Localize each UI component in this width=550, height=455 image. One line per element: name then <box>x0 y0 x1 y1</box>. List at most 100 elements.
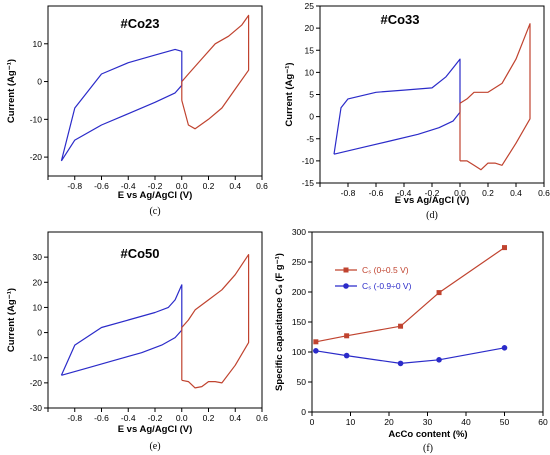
x-tick-label: -0.6 <box>94 181 109 191</box>
data-point-square <box>398 323 404 329</box>
y-tick-label: -30 <box>30 403 43 413</box>
x-tick-label: 0.6 <box>256 181 268 191</box>
y-tick-label: 20 <box>33 277 43 287</box>
x-tick-label: 0.2 <box>203 413 215 423</box>
x-tick-label: -0.4 <box>121 181 136 191</box>
series-line-blue <box>60 48 183 162</box>
x-axis-label: AcCo content (%) <box>388 429 467 440</box>
panel-title: #Co33 <box>380 12 419 27</box>
legend-label: Cₛ (0÷0.5 V) <box>362 265 409 275</box>
legend-marker-square <box>343 267 349 273</box>
x-tick-label: -0.8 <box>341 188 356 198</box>
y-tick-label: -10 <box>302 156 315 166</box>
data-point-square <box>436 290 442 296</box>
x-tick-label: -0.6 <box>94 413 109 423</box>
x-tick-label: -0.2 <box>148 181 163 191</box>
y-tick-label: 0 <box>309 112 314 122</box>
y-tick-label: 300 <box>292 227 306 237</box>
y-tick-label: 20 <box>305 23 315 33</box>
y-axis-label: Current (Ag⁻¹) <box>6 59 17 123</box>
series-line-blue <box>333 58 461 155</box>
y-tick-label: 150 <box>292 317 306 327</box>
y-tick-label: 0 <box>37 328 42 338</box>
x-tick-label: 10 <box>346 417 356 427</box>
panel-caption: (f) <box>423 443 433 454</box>
x-tick-label: -0.4 <box>397 188 412 198</box>
y-tick-label: 200 <box>292 287 306 297</box>
series-line-red <box>181 14 250 130</box>
y-tick-label: -15 <box>302 178 315 188</box>
plot-frame <box>311 231 544 413</box>
x-tick-label: 0.4 <box>229 181 241 191</box>
legend-marker-circle <box>343 283 349 289</box>
data-point-circle <box>397 360 404 367</box>
series-line-blue <box>60 284 183 376</box>
y-tick-label: 30 <box>33 252 43 262</box>
x-tick-label: -0.2 <box>425 188 440 198</box>
y-tick-label: 25 <box>305 1 315 11</box>
x-tick-label: -0.8 <box>67 413 82 423</box>
x-tick-label: 0 <box>310 417 315 427</box>
y-tick-label: 10 <box>305 67 315 77</box>
x-axis-label: E vs Ag/AgCl (V) <box>395 195 470 206</box>
x-tick-label: 30 <box>423 417 433 427</box>
x-tick-label: 0.4 <box>510 188 522 198</box>
x-tick-label: -0.6 <box>369 188 384 198</box>
x-axis-label: E vs Ag/AgCl (V) <box>118 424 193 435</box>
legend-label: Cₛ (-0.9÷0 V) <box>362 281 412 291</box>
y-tick-label: -5 <box>306 134 314 144</box>
panel-caption: (d) <box>426 210 438 221</box>
data-point-circle <box>343 352 350 359</box>
x-tick-label: 0.0 <box>176 413 188 423</box>
y-tick-label: -10 <box>30 353 43 363</box>
data-point-square <box>344 333 350 339</box>
y-tick-label: 15 <box>305 45 315 55</box>
plot-frame <box>319 5 545 184</box>
y-axis-label: Current (Ag⁻¹) <box>284 62 295 126</box>
panel-title: #Co50 <box>120 246 159 261</box>
panel-2: -0.8 -0.6 -0.4 -0.2 0.0 0.2 0.4 0.6 -15 -10 -5 0 5 10… <box>284 1 550 221</box>
series-line-red <box>181 254 250 389</box>
panel-1: -0.8 -0.6 -0.4 -0.2 0.0 0.2 0.4 0.6 -20 -10 0 10 E v… <box>6 5 268 217</box>
panel-title: #Co23 <box>120 16 159 31</box>
panel-4: 0 10 20 30 40 50 60 0 50 100 150 200 250 300 AcCo cont… <box>274 227 548 454</box>
x-tick-label: 0.2 <box>203 181 215 191</box>
x-tick-label: -0.8 <box>67 181 82 191</box>
x-tick-label: 0.6 <box>256 413 268 423</box>
y-tick-label: 10 <box>33 302 43 312</box>
x-tick-label: 60 <box>538 417 548 427</box>
x-tick-label: 0.2 <box>482 188 494 198</box>
x-tick-label: 0.0 <box>454 188 466 198</box>
panel-caption: (c) <box>149 206 160 217</box>
y-tick-label: 5 <box>309 90 314 100</box>
data-point-circle <box>501 345 508 351</box>
y-tick-label: 50 <box>297 377 307 387</box>
x-tick-label: 0.4 <box>229 413 241 423</box>
x-tick-label: 0.6 <box>538 188 550 198</box>
x-tick-label: 20 <box>384 417 394 427</box>
x-tick-label: -0.4 <box>121 413 136 423</box>
y-tick-label: 0 <box>301 407 306 417</box>
y-tick-label: 10 <box>33 39 43 49</box>
data-point-circle <box>436 357 442 363</box>
panel-3: -0.8 -0.6 -0.4 -0.2 0.0 0.2 0.4 0.6 -30 -20 -10 0 10… <box>6 231 268 452</box>
y-tick-label: 0 <box>37 77 42 87</box>
x-axis-label: E vs Ag/AgCl (V) <box>118 190 193 201</box>
y-axis-label: Specific capacitance Cₛ (F g⁻¹) <box>274 253 285 391</box>
panel-caption: (e) <box>149 441 160 452</box>
x-tick-label: 0.0 <box>176 181 188 191</box>
y-tick-label: 100 <box>292 347 306 357</box>
data-point-square <box>313 339 319 345</box>
x-tick-label: -0.2 <box>148 413 163 423</box>
data-point-square <box>502 245 507 251</box>
y-tick-label: -20 <box>30 378 43 388</box>
y-axis-label: Current (Ag⁻¹) <box>6 288 17 352</box>
series-line-red <box>315 247 505 343</box>
series-line-red <box>459 23 531 171</box>
y-tick-label: -10 <box>30 114 43 124</box>
y-tick-label: -20 <box>30 152 43 162</box>
plot-frame <box>47 5 263 177</box>
y-tick-label: 250 <box>292 257 306 267</box>
data-point-circle <box>313 348 319 354</box>
